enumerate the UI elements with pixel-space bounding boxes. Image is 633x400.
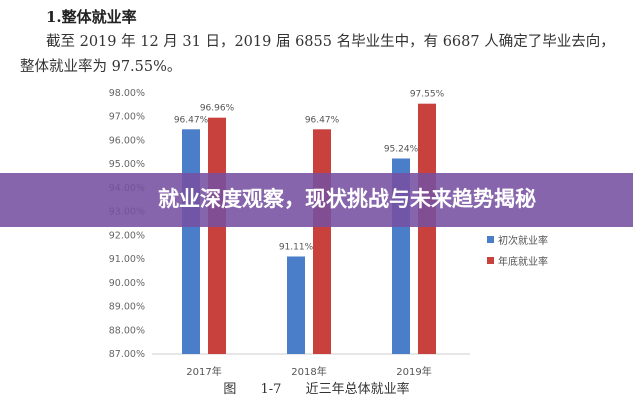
bar-yearend: [208, 117, 226, 354]
legend-label: 初次就业率: [498, 234, 548, 247]
y-tick-label: 98.00%: [109, 88, 145, 99]
y-tick-label: 88.00%: [109, 325, 145, 336]
x-tick-label: 2019年: [396, 365, 431, 378]
data-label: 96.96%: [200, 104, 235, 114]
section-heading: 1.整体就业率: [46, 8, 137, 26]
bar-initial: [287, 256, 305, 354]
data-label: 96.47%: [305, 115, 340, 125]
y-tick-label: 92.00%: [109, 230, 145, 241]
y-tick-label: 97.00%: [109, 112, 145, 123]
bar-initial: [182, 129, 200, 354]
data-label: 91.11%: [279, 242, 314, 252]
data-label: 95.24%: [384, 144, 419, 154]
data-label: 96.47%: [174, 115, 209, 125]
chart-caption: 图 1-7 近三年总体就业率: [223, 382, 410, 397]
y-tick-label: 95.00%: [109, 159, 145, 170]
y-tick-label: 90.00%: [109, 278, 145, 289]
banner-title: 就业深度观察，现状挑战与未来趋势揭秘: [158, 187, 536, 211]
legend-swatch: [487, 236, 494, 243]
bar-yearend: [418, 103, 436, 354]
x-tick-label: 2018年: [291, 365, 326, 378]
summary-paragraph: 截至 2019 年 12 月 31 日，2019 届 6855 名毕业生中，有 …: [20, 34, 615, 75]
y-tick-label: 96.00%: [109, 135, 145, 146]
legend-label: 年底就业率: [498, 255, 548, 268]
x-tick-label: 2017年: [186, 365, 221, 378]
y-tick-label: 89.00%: [109, 302, 145, 313]
y-tick-label: 91.00%: [109, 254, 145, 265]
bar-yearend: [313, 129, 331, 354]
legend-swatch: [487, 257, 494, 264]
y-tick-label: 87.00%: [109, 349, 145, 360]
title-banner: [0, 173, 633, 227]
data-label: 97.55%: [410, 90, 445, 100]
